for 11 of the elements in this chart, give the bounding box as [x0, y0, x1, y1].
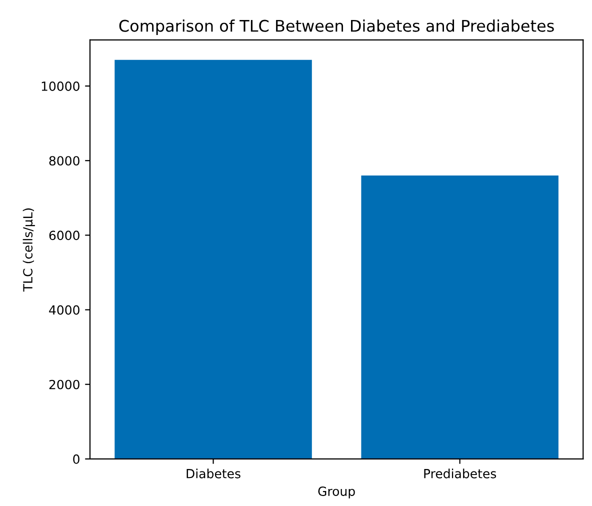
x-axis-title: Group	[318, 486, 355, 498]
x-tick-label: Diabetes	[186, 468, 240, 478]
y-tick-label: 8000	[49, 156, 80, 166]
y-tick-label: 4000	[49, 305, 80, 315]
chart-title: Comparison of TLC Between Diabetes and Prediabetes	[119, 20, 554, 35]
y-tick-label: 2000	[49, 380, 80, 390]
y-tick-label: 10000	[42, 82, 80, 91]
y-tick-label: 6000	[49, 230, 80, 240]
y-tick-label: 0	[73, 454, 80, 464]
y-axis-title: TLC (cells/µL)	[22, 208, 35, 292]
x-tick-label: Prediabetes	[424, 468, 496, 478]
